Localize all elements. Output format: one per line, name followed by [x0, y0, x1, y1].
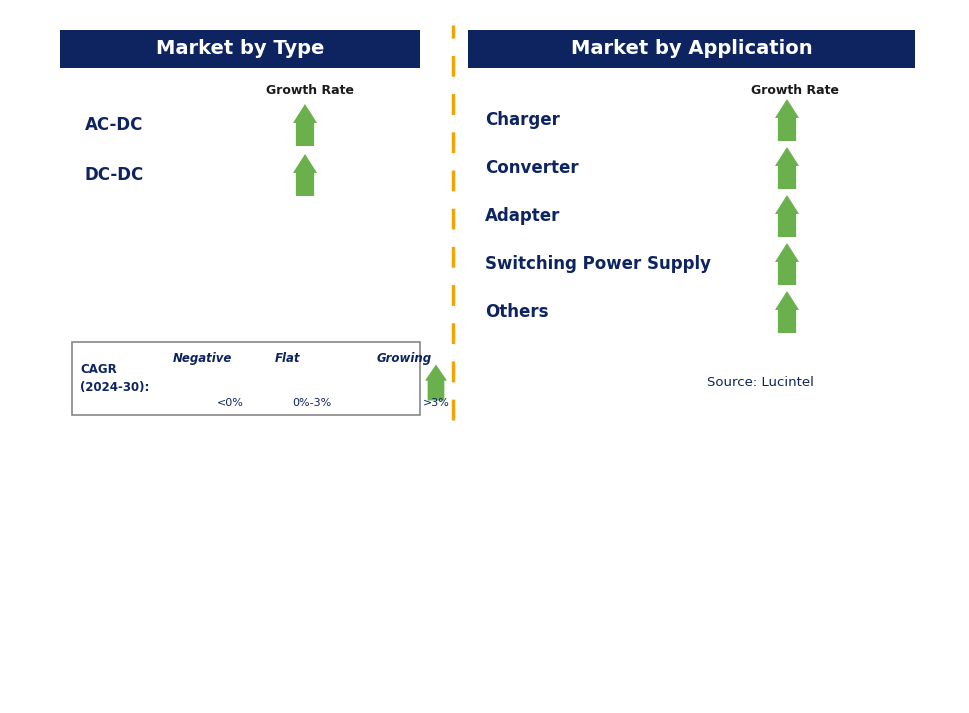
Text: >3%: >3% — [422, 398, 450, 408]
Polygon shape — [293, 104, 317, 146]
Polygon shape — [775, 195, 799, 237]
Text: 0%-3%: 0%-3% — [293, 398, 331, 408]
Polygon shape — [293, 154, 317, 196]
Text: Charger: Charger — [485, 111, 560, 129]
Polygon shape — [775, 291, 799, 333]
Text: <0%: <0% — [216, 398, 243, 408]
Text: Source: Lucintel: Source: Lucintel — [706, 376, 813, 389]
Polygon shape — [775, 147, 799, 189]
Polygon shape — [285, 369, 335, 396]
Text: Flat: Flat — [275, 352, 300, 365]
FancyBboxPatch shape — [72, 342, 420, 415]
Text: AC-DC: AC-DC — [85, 116, 143, 134]
Text: Growing: Growing — [376, 352, 431, 365]
Text: Switching Power Supply: Switching Power Supply — [485, 255, 711, 273]
Text: DC-DC: DC-DC — [85, 166, 144, 184]
Polygon shape — [425, 364, 447, 401]
Text: Market by Type: Market by Type — [156, 39, 325, 58]
Bar — [60, 30, 420, 68]
Bar — [468, 30, 915, 68]
Polygon shape — [775, 243, 799, 285]
Polygon shape — [192, 366, 212, 399]
Text: Negative: Negative — [172, 352, 232, 365]
Text: CAGR
(2024-30):: CAGR (2024-30): — [80, 363, 149, 394]
Text: Growth Rate: Growth Rate — [751, 83, 839, 96]
Text: Converter: Converter — [485, 159, 578, 177]
Polygon shape — [775, 99, 799, 141]
Text: Growth Rate: Growth Rate — [266, 83, 354, 96]
Text: Others: Others — [485, 303, 548, 321]
Text: Market by Application: Market by Application — [571, 39, 812, 58]
Text: Adapter: Adapter — [485, 207, 560, 225]
